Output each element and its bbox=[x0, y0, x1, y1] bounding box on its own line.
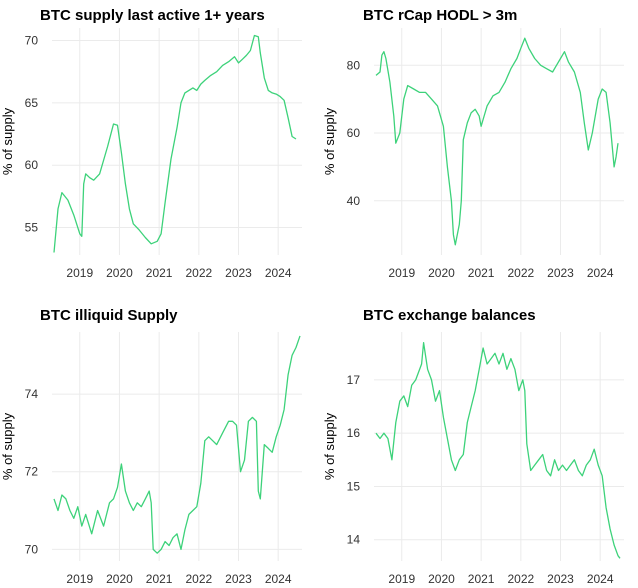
x-tick-label: 2022 bbox=[185, 572, 212, 586]
series-line bbox=[375, 37, 619, 246]
y-tick-label: 74 bbox=[25, 387, 39, 401]
x-tick-label: 2020 bbox=[428, 572, 455, 586]
x-tick-label: 2023 bbox=[547, 266, 574, 280]
chart-svg: 40 60 80 2019 2020 2021 2022 2023 2024 % of suppl… bbox=[322, 28, 624, 280]
x-tick-label: 2023 bbox=[547, 572, 574, 586]
chart-title: BTC exchange balances bbox=[363, 307, 536, 324]
panel-illiquid-supply: BTC illiquid Supply 70 72 74 2019 2020 2021 20… bbox=[0, 294, 319, 588]
y-tick-label: 70 bbox=[25, 33, 39, 47]
panel-rcap-hodl: BTC rCap HODL > 3m 40 60 80 2019 2020 2021 202… bbox=[319, 0, 638, 294]
x-tick-label: 2024 bbox=[587, 572, 614, 586]
series-line bbox=[375, 342, 621, 559]
chart-svg: 70 72 74 2019 2020 2021 2022 2023 2024 % of suppl… bbox=[0, 332, 302, 586]
x-tick-label: 2022 bbox=[507, 266, 534, 280]
y-tick-label: 55 bbox=[25, 221, 39, 235]
y-tick-label: 40 bbox=[347, 194, 361, 208]
x-tick-label: 2020 bbox=[106, 572, 133, 586]
y-tick-label: 80 bbox=[347, 58, 361, 72]
chart-svg: 55 60 65 70 2019 2020 2021 2022 2023 2024 % of sup… bbox=[0, 28, 302, 280]
y-axis-label: % of supply bbox=[322, 107, 337, 175]
y-tick-label: 14 bbox=[347, 533, 361, 547]
x-tick-label: 2024 bbox=[587, 266, 614, 280]
x-tick-label: 2020 bbox=[428, 266, 455, 280]
y-tick-label: 70 bbox=[25, 542, 39, 556]
x-tick-label: 2019 bbox=[66, 572, 93, 586]
y-tick-label: 65 bbox=[25, 96, 39, 110]
chart-title: BTC illiquid Supply bbox=[40, 307, 178, 324]
series-line bbox=[53, 335, 301, 554]
y-tick-label: 15 bbox=[347, 479, 361, 493]
y-tick-label: 60 bbox=[347, 126, 361, 140]
y-axis-label: % of supply bbox=[0, 107, 15, 175]
x-tick-label: 2020 bbox=[106, 266, 133, 280]
y-tick-label: 17 bbox=[347, 373, 361, 387]
x-tick-label: 2022 bbox=[507, 572, 534, 586]
y-tick-label: 16 bbox=[347, 426, 361, 440]
chart-svg: 14 15 16 17 2019 2020 2021 2022 2023 2024 % of sup… bbox=[322, 332, 624, 586]
y-tick-label: 72 bbox=[25, 465, 39, 479]
y-axis-label: % of supply bbox=[0, 412, 15, 480]
chart-title: BTC supply last active 1+ years bbox=[40, 7, 265, 24]
panel-exchange-balances: BTC exchange balances 14 15 16 17 2019 2020 20… bbox=[319, 294, 638, 588]
x-tick-label: 2021 bbox=[146, 572, 173, 586]
x-tick-label: 2019 bbox=[388, 572, 415, 586]
x-tick-label: 2024 bbox=[265, 572, 292, 586]
chart-title: BTC rCap HODL > 3m bbox=[363, 7, 518, 24]
y-tick-label: 60 bbox=[25, 158, 39, 172]
x-tick-label: 2019 bbox=[388, 266, 415, 280]
x-tick-label: 2022 bbox=[185, 266, 212, 280]
x-tick-label: 2019 bbox=[66, 266, 93, 280]
panel-supply-active: BTC supply last active 1+ years 55 60 65 70… bbox=[0, 0, 319, 294]
x-tick-label: 2023 bbox=[225, 266, 252, 280]
x-tick-label: 2021 bbox=[468, 266, 495, 280]
y-axis-label: % of supply bbox=[322, 412, 337, 480]
x-tick-label: 2021 bbox=[146, 266, 173, 280]
x-tick-label: 2024 bbox=[265, 266, 292, 280]
series-line bbox=[53, 34, 297, 253]
x-tick-label: 2021 bbox=[468, 572, 495, 586]
x-tick-label: 2023 bbox=[225, 572, 252, 586]
